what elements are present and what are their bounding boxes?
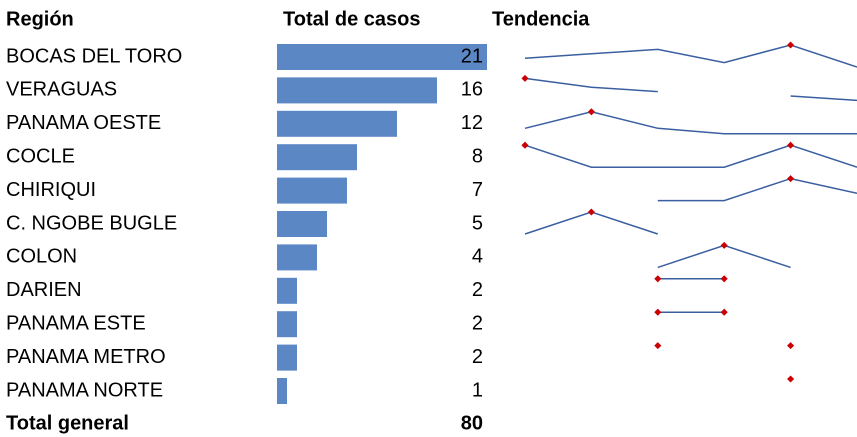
bar	[277, 378, 287, 404]
max-marker	[720, 275, 728, 283]
header-trend: Tendencia	[492, 8, 590, 30]
region-name: COCLE	[6, 145, 75, 167]
bar	[277, 211, 327, 237]
region-name: PANAMA OESTE	[6, 112, 161, 134]
total-value: 2	[472, 312, 483, 334]
total-value: 8	[472, 145, 483, 167]
max-marker	[787, 41, 795, 49]
region-name: BOCAS DEL TORO	[6, 45, 182, 67]
sparkline	[657, 177, 857, 202]
header-total: Total de casos	[283, 8, 420, 30]
max-marker	[654, 342, 662, 350]
total-value: 5	[472, 212, 483, 234]
sparkline	[524, 144, 857, 168]
total-value: 4	[472, 246, 483, 268]
bar	[277, 44, 487, 70]
bar	[277, 311, 297, 338]
region-name: COLON	[6, 246, 77, 268]
total-value: 1	[472, 379, 483, 401]
sparkline	[524, 44, 857, 68]
max-marker	[787, 342, 795, 350]
total-label: Total general	[6, 412, 129, 434]
max-marker	[720, 241, 728, 249]
max-marker	[587, 108, 595, 116]
max-marker	[521, 141, 529, 149]
region-name: PANAMA METRO	[6, 346, 166, 368]
max-marker	[654, 275, 662, 283]
total-value: 2	[472, 346, 483, 368]
max-marker	[587, 208, 595, 216]
max-marker	[787, 175, 795, 183]
max-marker	[787, 375, 795, 383]
total-value: 80	[461, 412, 483, 434]
bar	[277, 177, 347, 204]
max-marker	[787, 141, 795, 149]
max-marker	[654, 308, 662, 316]
bar	[277, 277, 297, 304]
total-value: 16	[461, 79, 483, 101]
region-name: DARIEN	[6, 279, 82, 301]
region-name: C. NGOBE BUGLE	[6, 212, 177, 234]
region-name: PANAMA ESTE	[6, 312, 146, 334]
sparkline	[524, 77, 658, 93]
bar	[277, 110, 397, 137]
region-name: PANAMA NORTE	[6, 379, 163, 401]
bar	[277, 344, 297, 371]
max-marker	[521, 74, 529, 82]
header-region: Región	[6, 8, 74, 30]
total-value: 12	[461, 112, 483, 134]
region-name: CHIRIQUI	[6, 179, 96, 201]
region-name: VERAGUAS	[6, 79, 117, 101]
total-value: 2	[472, 279, 483, 301]
sparkline	[790, 95, 857, 102]
bar	[277, 244, 317, 271]
total-value: 21	[461, 45, 483, 67]
total-value: 7	[472, 179, 483, 201]
bar	[277, 144, 357, 171]
sparkline	[524, 111, 857, 135]
bar	[277, 77, 437, 104]
max-marker	[720, 308, 728, 316]
